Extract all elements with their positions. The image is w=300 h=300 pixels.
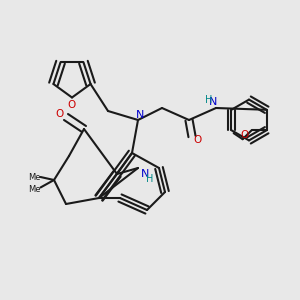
Text: O: O	[68, 100, 76, 110]
Text: N: N	[136, 110, 145, 120]
Text: H: H	[146, 173, 153, 184]
Text: O: O	[194, 134, 202, 145]
Text: H: H	[205, 94, 212, 105]
Text: N: N	[141, 169, 150, 179]
Text: O: O	[55, 109, 64, 119]
Text: Me: Me	[28, 172, 41, 182]
Text: O: O	[240, 130, 248, 140]
Text: Me: Me	[28, 184, 41, 194]
Text: N: N	[209, 97, 217, 107]
